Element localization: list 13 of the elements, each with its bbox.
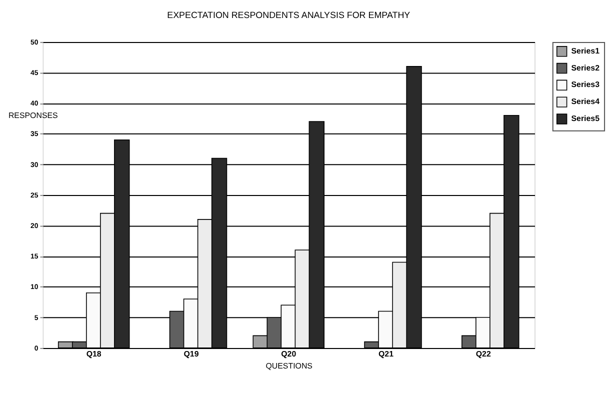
x-tick-label: Q18 bbox=[86, 349, 102, 358]
legend-label: Series2 bbox=[571, 63, 600, 72]
x-axis-title: QUESTIONS bbox=[266, 361, 312, 370]
legend-label: Series4 bbox=[571, 97, 600, 106]
x-tick-label: Q19 bbox=[184, 349, 200, 358]
x-tick-label: Q22 bbox=[476, 349, 492, 358]
x-tick-label: Q21 bbox=[378, 349, 394, 358]
legend-label: Series5 bbox=[571, 114, 600, 123]
legend-label: Series3 bbox=[571, 80, 600, 90]
legend-label: Series1 bbox=[571, 46, 600, 56]
x-tick-label: Q20 bbox=[281, 349, 297, 358]
chart-title: EXPECTATION RESPONDENTS ANALYSIS FOR EMPATHY bbox=[167, 10, 410, 20]
y-axis-title: RESPONSES bbox=[8, 110, 58, 120]
